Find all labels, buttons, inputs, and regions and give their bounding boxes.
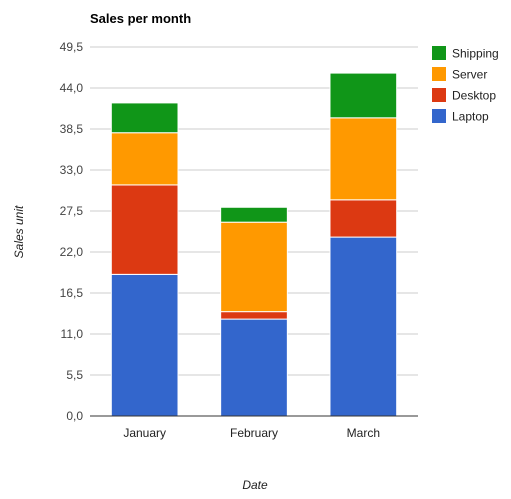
y-tick-label: 33,0 xyxy=(60,163,84,177)
y-tick-label: 5,5 xyxy=(66,368,83,382)
y-tick-label: 22,0 xyxy=(60,245,84,259)
y-tick-label: 0,0 xyxy=(66,409,83,423)
legend-swatch xyxy=(432,67,446,81)
y-tick-label: 44,0 xyxy=(60,81,84,95)
y-tick-label: 38,5 xyxy=(60,122,84,136)
bar-segment-desktop xyxy=(110,184,179,275)
y-tick-label: 27,5 xyxy=(60,204,84,218)
axes: 0,0 5,5 11,0 16,5 22,0 27,5 33,0 38,5 44,0 49,5 Ja… xyxy=(60,40,418,440)
bar-segment-desktop xyxy=(329,199,398,238)
bar-segment-server xyxy=(220,221,288,313)
y-axis-title: Sales unit xyxy=(12,205,26,258)
bars xyxy=(110,72,398,417)
y-tick-label: 49,5 xyxy=(60,40,84,54)
bar-segment-shipping xyxy=(329,72,398,119)
bar-segment-laptop xyxy=(110,273,179,417)
bar-segment-shipping xyxy=(220,206,288,223)
x-tick-label: February xyxy=(230,426,278,440)
bar-segment-shipping xyxy=(110,102,179,134)
x-tick-label: January xyxy=(123,426,166,440)
legend-label: Shipping xyxy=(452,47,499,61)
x-axis-title: Date xyxy=(242,478,268,492)
bar-segment-laptop xyxy=(329,236,398,417)
bar-segment-laptop xyxy=(220,318,288,417)
y-tick-label: 16,5 xyxy=(60,286,84,300)
chart-title: Sales per month xyxy=(90,11,191,26)
legend-label: Desktop xyxy=(452,89,496,103)
legend-swatch xyxy=(432,109,446,123)
y-tick-label: 11,0 xyxy=(61,327,84,341)
bar-segment-desktop xyxy=(220,311,288,320)
legend-swatch xyxy=(432,46,446,60)
legend-label: Laptop xyxy=(452,110,489,124)
bar-segment-server xyxy=(110,132,179,186)
x-tick-label: March xyxy=(347,426,380,440)
legend: Shipping Server Desktop Laptop xyxy=(432,46,499,124)
legend-swatch xyxy=(432,88,446,102)
legend-label: Server xyxy=(452,68,487,82)
bar-segment-server xyxy=(329,117,398,201)
